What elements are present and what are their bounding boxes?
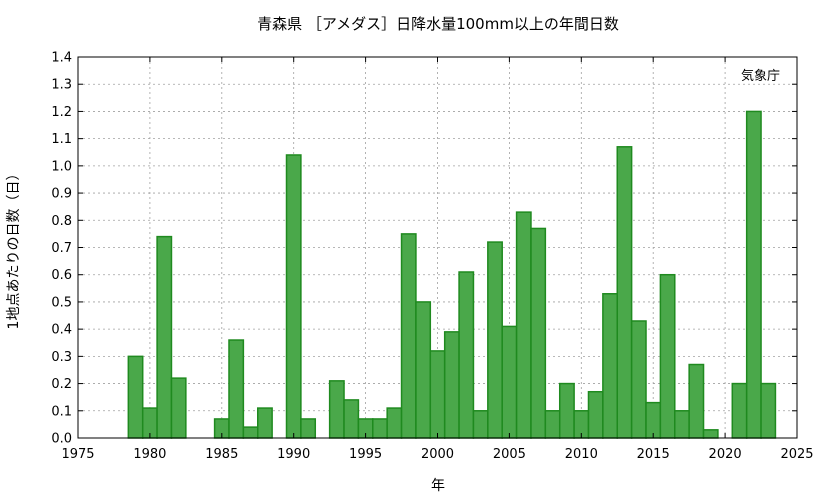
y-tick-label: 0.5 xyxy=(51,295,72,310)
bar-2019 xyxy=(702,429,719,439)
x-tick-label: 2015 xyxy=(637,447,670,462)
bar-2008 xyxy=(544,410,561,439)
bar-2017 xyxy=(674,410,690,439)
bar-1982 xyxy=(170,377,187,439)
bar-2000 xyxy=(429,350,446,439)
bar-1987 xyxy=(242,426,259,439)
y-tick-label: 1.2 xyxy=(51,105,72,120)
y-tick-label: 0.0 xyxy=(51,432,72,447)
y-tick-label: 0.7 xyxy=(51,241,72,256)
x-tick-label: 2020 xyxy=(709,447,742,462)
x-axis-label: 年 xyxy=(431,478,445,494)
y-axis-label: 1地点あたりの日数（日） xyxy=(6,167,22,330)
y-tick-label: 1.4 xyxy=(51,51,72,66)
y-tick-label: 0.2 xyxy=(51,377,72,392)
x-axis-ticks: 1975 1980 1985 1990 1995 2000 2005 2010 2015 2020… xyxy=(61,57,814,462)
bar-2009 xyxy=(558,382,575,439)
bar-2012 xyxy=(602,293,618,439)
bar-2023 xyxy=(760,382,777,439)
bar-1986 xyxy=(228,339,245,439)
bar-2022 xyxy=(745,110,762,439)
bar-2002 xyxy=(458,271,475,439)
y-tick-label: 0.6 xyxy=(51,268,72,283)
x-tick-label: 2025 xyxy=(780,447,813,462)
bar-2014 xyxy=(630,320,647,439)
x-tick-label: 1975 xyxy=(61,447,94,462)
y-tick-label: 1.3 xyxy=(51,78,72,93)
x-tick-label: 2010 xyxy=(565,447,598,462)
bars xyxy=(127,110,777,439)
x-tick-label: 1995 xyxy=(349,447,382,462)
x-tick-label: 2005 xyxy=(493,447,526,462)
bar-2013 xyxy=(616,146,633,439)
y-axis-ticks: 0.0 0.1 0.2 0.3 0.4 0.5 0.6 0.7 0.8 0.9 1.0 1.1 1.2 1… xyxy=(51,51,797,447)
x-tick-label: 1980 xyxy=(133,447,166,462)
y-tick-label: 0.1 xyxy=(51,404,72,419)
bar-2016 xyxy=(659,273,676,439)
bar-2007 xyxy=(530,227,547,439)
source-annotation: 気象庁 xyxy=(741,68,780,84)
bar-2015 xyxy=(645,401,662,439)
bar-2018 xyxy=(688,363,705,439)
bar-2003 xyxy=(472,410,489,439)
bar-1988 xyxy=(257,407,273,439)
y-tick-label: 0.8 xyxy=(51,214,72,229)
bar-1998 xyxy=(400,233,417,439)
chart-title: 青森県 ［アメダス］日降水量100mm以上の年間日数 xyxy=(257,15,619,33)
x-tick-label: 1990 xyxy=(277,447,310,462)
x-tick-label: 1985 xyxy=(205,447,238,462)
bar-2004 xyxy=(487,241,503,439)
bar-2005 xyxy=(501,325,518,439)
y-tick-label: 0.9 xyxy=(51,187,72,202)
bar-1997 xyxy=(386,407,403,439)
bar-2006 xyxy=(515,211,532,439)
bar-1981 xyxy=(156,235,173,439)
bar-1990 xyxy=(285,154,302,439)
bar-2001 xyxy=(443,331,460,439)
y-tick-label: 1.1 xyxy=(51,132,72,147)
bar-1994 xyxy=(343,399,360,439)
y-tick-label: 0.3 xyxy=(51,350,72,365)
bar-2021 xyxy=(731,382,748,439)
x-tick-label: 2000 xyxy=(421,447,454,462)
bar-1991 xyxy=(300,418,317,439)
bar-1993 xyxy=(328,380,345,439)
bar-1999 xyxy=(415,301,432,439)
y-tick-label: 1.0 xyxy=(51,159,72,174)
bar-1996 xyxy=(372,418,388,439)
bar-1979 xyxy=(127,355,144,439)
bar-2011 xyxy=(587,390,604,439)
y-tick-label: 0.4 xyxy=(51,323,72,338)
